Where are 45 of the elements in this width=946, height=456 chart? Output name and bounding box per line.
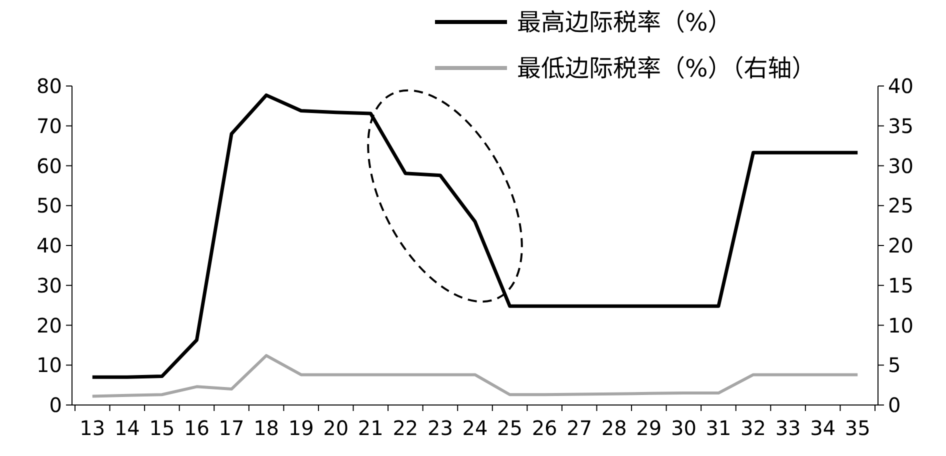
x-tick-label: 24 [462,416,488,440]
x-tick-label: 28 [601,416,627,440]
y-tick-label: 20 [36,313,62,338]
y-tick-label: 40 [36,234,62,258]
x-tick-label: 21 [358,416,384,440]
x-tick-label: 23 [427,416,453,440]
x-tick-label: 32 [740,416,766,440]
y2-tick-label: 40 [888,74,914,98]
y2-tick-label: 15 [888,273,914,298]
x-tick-label: 22 [392,416,418,440]
x-tick-label: 27 [566,416,592,440]
x-tick-label: 18 [254,416,280,440]
y2-tick-label: 5 [888,353,901,378]
y2-tick-label: 25 [888,194,914,218]
x-tick-label: 26 [532,416,558,440]
x-tick-label: 30 [670,416,696,440]
x-tick-label: 25 [497,416,523,440]
y-tick-label: 60 [36,154,62,178]
x-tick-label: 31 [706,416,732,440]
x-tick-label: 19 [288,416,314,440]
x-tick-label: 20 [323,416,349,440]
x-tick-label: 17 [218,416,244,440]
y-tick-label: 30 [36,273,62,298]
x-tick-label: 35 [844,416,870,440]
y2-tick-label: 10 [888,313,914,338]
y-tick-label: 10 [36,353,62,378]
y-tick-label: 80 [36,74,62,98]
y2-tick-label: 30 [888,154,914,178]
x-tick-label: 34 [810,416,836,440]
y2-tick-label: 35 [888,114,914,138]
x-tick-label: 14 [114,416,140,440]
x-tick-label: 33 [775,416,801,440]
y-tick-label: 70 [36,114,62,138]
line-series [90,93,860,379]
y-tick-label: 50 [36,194,62,218]
legend-label: 最低边际税率（%）（右轴） [517,54,816,82]
x-tick-label: 15 [149,416,175,440]
y2-tick-label: 0 [888,393,901,417]
legend-label: 最高边际税率（%） [517,8,732,36]
x-tick-label: 29 [636,416,662,440]
x-tick-label: 16 [184,416,210,440]
y2-tick-label: 20 [888,234,914,258]
x-tick-label: 13 [80,416,106,440]
line-series [90,354,860,398]
y-tick-label: 0 [49,393,62,417]
